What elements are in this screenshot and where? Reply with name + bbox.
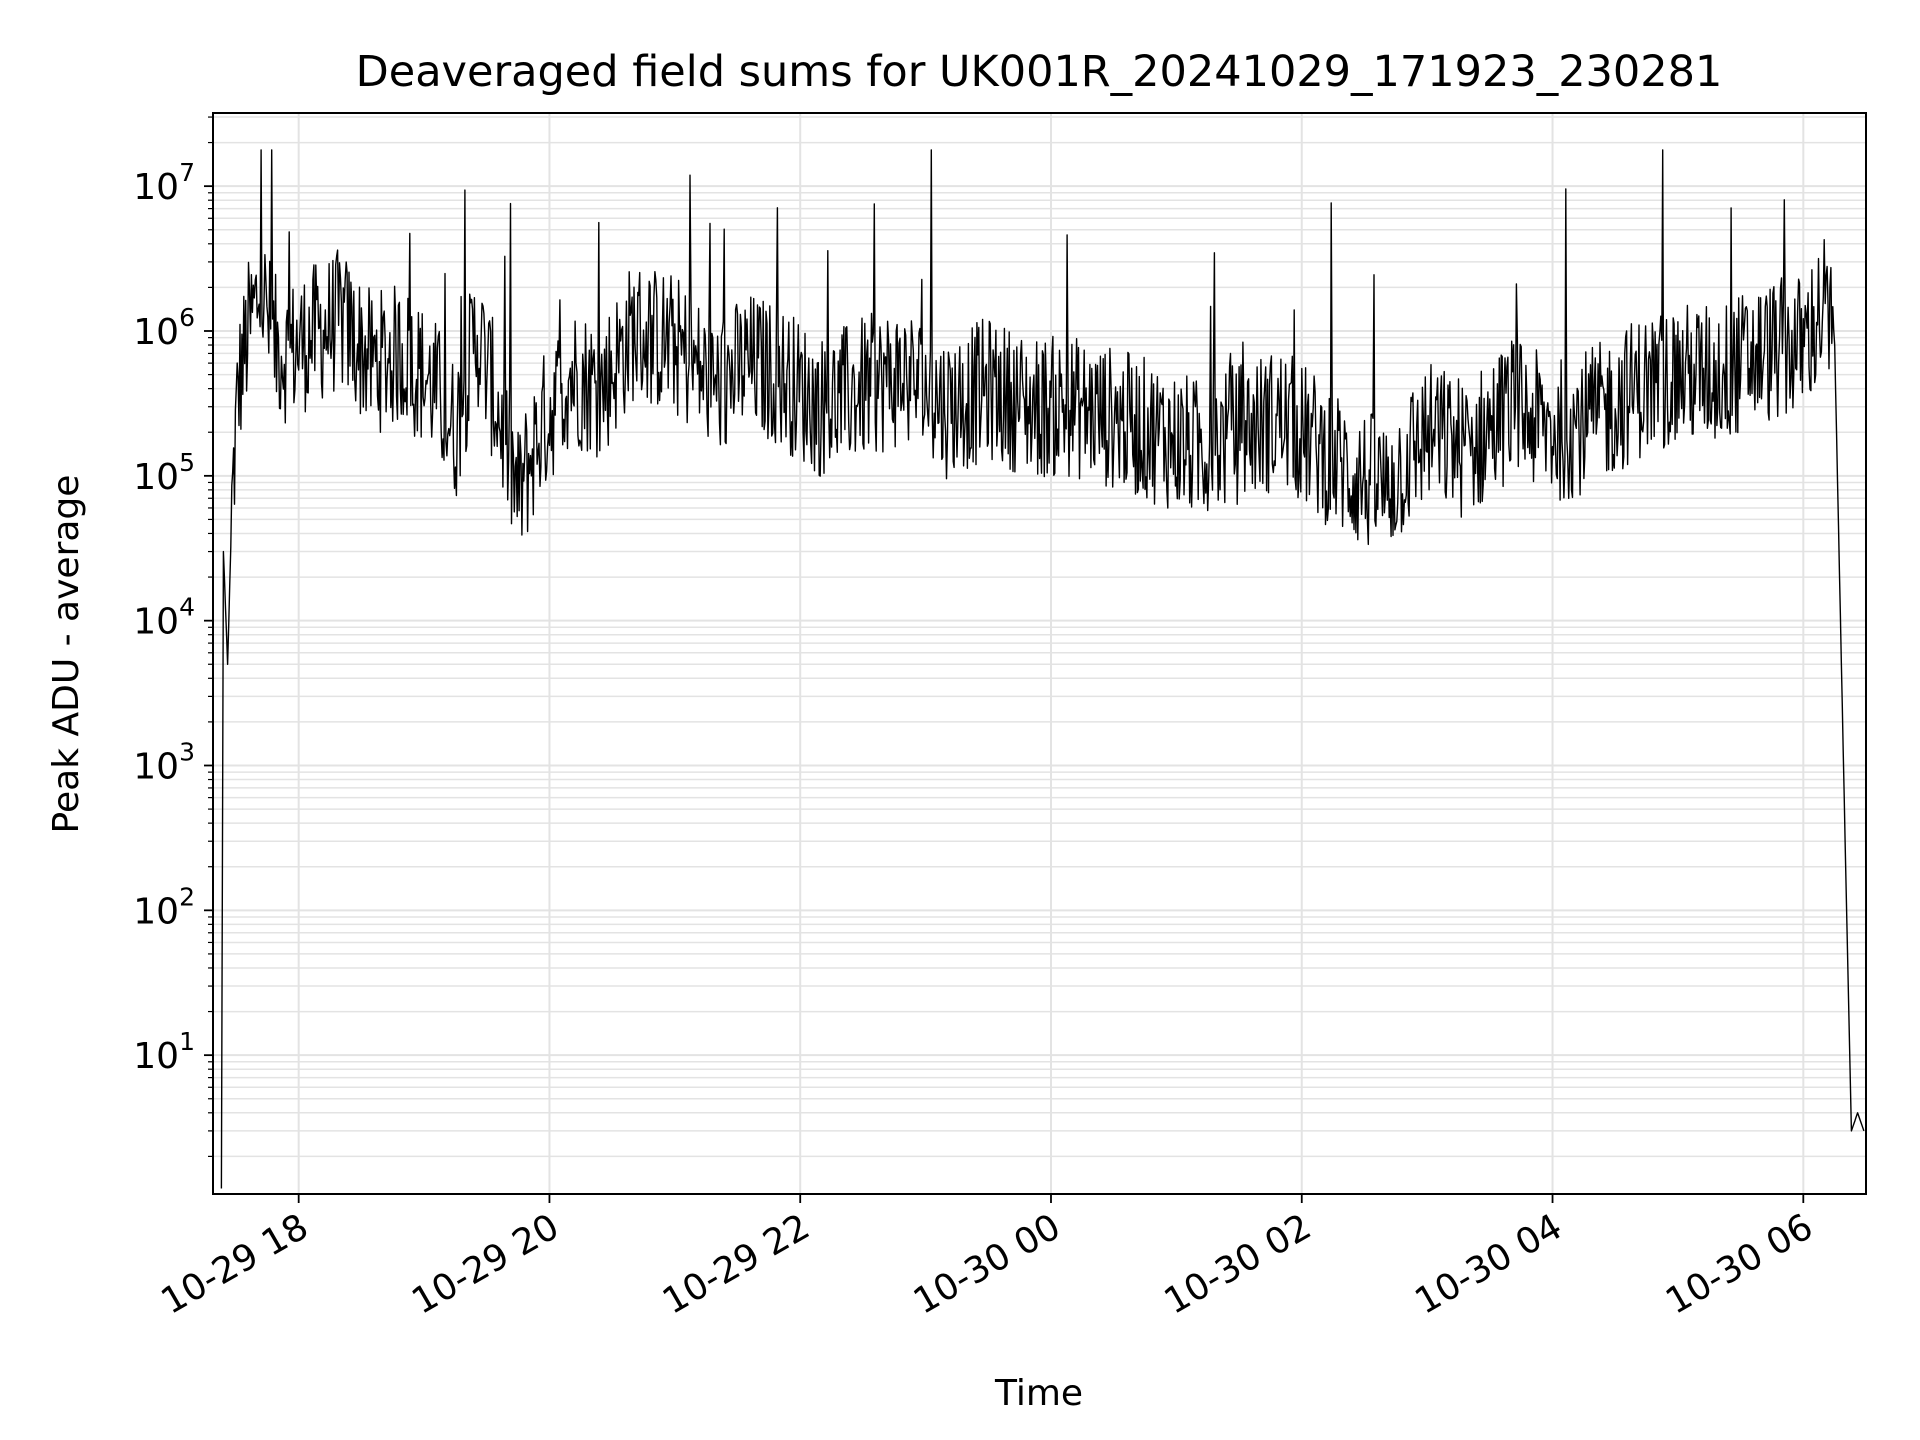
x-axis-label: Time [994, 1373, 1083, 1414]
series-group [220, 149, 1865, 1189]
y-tick-label: 107 [133, 158, 195, 208]
chart-title: Deaveraged field sums for UK001R_2024102… [356, 47, 1723, 97]
y-axis-label: Peak ADU - average [46, 475, 87, 834]
y-tick-label: 102 [133, 882, 195, 932]
grid [213, 113, 1866, 1194]
y-tick-label: 103 [133, 737, 195, 787]
y-tick-label: 105 [133, 448, 195, 498]
y-axis: 101 102 103 104 105 106 107 [133, 116, 213, 1157]
series-line [220, 149, 1865, 1189]
y-tick-label: 101 [133, 1027, 195, 1077]
y-tick-label: 106 [133, 303, 195, 353]
y-tick-label: 104 [133, 593, 195, 643]
plot-frame [212, 112, 1867, 1195]
